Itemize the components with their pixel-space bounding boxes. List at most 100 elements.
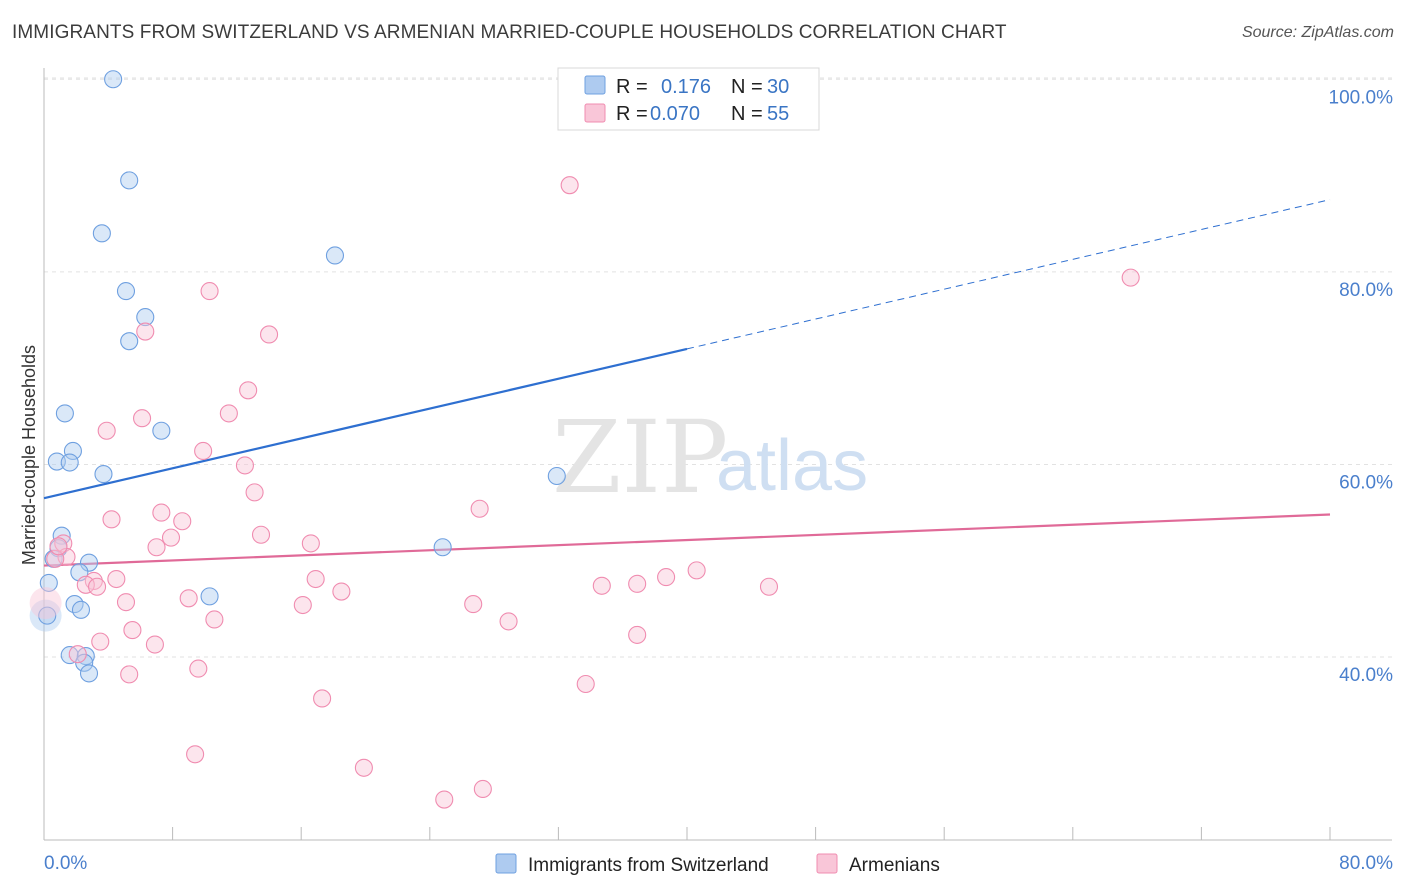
data-point-1 xyxy=(68,645,87,664)
data-point-0 xyxy=(92,224,111,243)
data-point-1 xyxy=(628,625,647,644)
data-point-1 xyxy=(306,569,325,589)
legend-n-label-2: N = xyxy=(731,103,763,125)
data-point-1 xyxy=(107,569,126,589)
data-point-1 xyxy=(147,538,166,557)
data-point-1 xyxy=(76,575,95,594)
data-point-1 xyxy=(592,576,611,595)
data-points xyxy=(29,70,1140,809)
data-point-0 xyxy=(152,421,171,440)
data-point-1 xyxy=(152,503,171,522)
data-point-0 xyxy=(47,452,66,471)
data-point-1 xyxy=(102,510,121,529)
data-point-1 xyxy=(235,456,254,475)
y-tick-label: 80.0% xyxy=(1339,280,1393,301)
data-point-1 xyxy=(313,689,332,708)
chart-source: Source: ZipAtlas.com xyxy=(1241,24,1394,41)
y-tick-label: 60.0% xyxy=(1339,472,1393,493)
data-point-0 xyxy=(104,70,123,89)
data-point-0 xyxy=(55,404,74,423)
data-point-1 xyxy=(259,325,279,344)
legend-r-value-1: 0.176 xyxy=(661,76,711,98)
data-point-1 xyxy=(251,525,271,544)
data-point-1 xyxy=(219,404,238,423)
legend-n-value-2: 55 xyxy=(767,103,789,125)
data-point-1 xyxy=(173,512,192,531)
data-point-1 xyxy=(116,593,136,612)
legend-r-label-1: R = xyxy=(616,76,648,98)
data-point-0 xyxy=(38,606,57,625)
data-point-1 xyxy=(628,574,647,593)
legend-swatch-switzerland xyxy=(584,75,606,95)
data-point-0 xyxy=(71,600,91,619)
data-point-1 xyxy=(54,534,73,553)
chart-title: IMMIGRANTS FROM SWITZERLAND VS ARMENIAN … xyxy=(12,22,1007,43)
trend-lines xyxy=(43,199,1331,567)
data-point-1 xyxy=(179,589,198,608)
data-point-1 xyxy=(1121,268,1140,287)
axes xyxy=(43,68,1392,841)
trend-line-1 xyxy=(43,513,1331,567)
data-point-1 xyxy=(161,528,181,547)
data-point-1 xyxy=(470,499,489,518)
legend-series-label-armenians[interactable]: Armenians xyxy=(849,855,940,876)
data-point-1 xyxy=(145,635,164,654)
legend-n-value-1: 30 xyxy=(767,76,789,98)
data-point-1 xyxy=(499,612,518,631)
data-point-0 xyxy=(79,664,99,683)
data-point-0 xyxy=(547,466,566,486)
legend-series-label-switzerland[interactable]: Immigrants from Switzerland xyxy=(528,855,769,876)
data-point-0 xyxy=(39,573,58,592)
trend-line-0 xyxy=(43,347,688,500)
data-point-0 xyxy=(136,308,155,327)
data-point-1 xyxy=(205,610,224,629)
data-point-1 xyxy=(239,381,258,400)
data-point-1 xyxy=(759,577,779,596)
data-point-0 xyxy=(94,465,113,484)
data-point-1 xyxy=(576,674,595,694)
data-point-0 xyxy=(200,587,219,606)
legend-stats: R = 0.176 N = 30 R = 0.070 N = 55 xyxy=(557,67,820,131)
data-point-0 xyxy=(120,332,139,351)
gridlines xyxy=(44,77,1392,658)
data-point-1 xyxy=(123,621,142,640)
data-point-0 xyxy=(433,538,452,557)
data-point-1 xyxy=(136,322,155,341)
data-point-1 xyxy=(687,561,706,580)
data-point-1 xyxy=(186,745,205,764)
legend-series-swatch-switzerland[interactable] xyxy=(495,853,517,874)
data-point-0 xyxy=(79,553,99,572)
data-point-1 xyxy=(354,758,373,777)
data-point-1 xyxy=(657,568,676,587)
data-point-0 xyxy=(60,453,79,472)
y-tick-label: 100.0% xyxy=(1329,87,1394,108)
data-point-0 xyxy=(325,246,345,265)
data-point-1 xyxy=(91,632,110,651)
big-data-point-0 xyxy=(29,599,62,632)
data-point-1 xyxy=(97,421,116,440)
data-point-0 xyxy=(116,282,136,301)
data-point-1 xyxy=(245,483,264,502)
legend-series: Immigrants from Switzerland Armenians xyxy=(495,853,940,876)
x-tick-label: 80.0% xyxy=(1339,853,1393,874)
legend-n-label-1: N = xyxy=(731,76,763,98)
watermark: ZIP atlas xyxy=(552,399,868,516)
tick-labels: 40.0% 60.0% 80.0% 100.0% 0.0% 80.0% xyxy=(44,87,1393,874)
big-data-point-1 xyxy=(29,587,62,620)
legend-swatch-armenians xyxy=(584,103,606,123)
data-point-1 xyxy=(435,790,454,809)
y-tick-label: 40.0% xyxy=(1339,665,1393,686)
data-point-1 xyxy=(194,441,213,461)
legend-series-swatch-armenians[interactable] xyxy=(816,853,838,874)
legend-r-value-2: 0.070 xyxy=(650,103,700,125)
data-point-1 xyxy=(332,582,351,601)
data-point-1 xyxy=(560,176,579,195)
data-point-1 xyxy=(301,534,320,553)
data-point-1 xyxy=(189,659,208,678)
data-point-1 xyxy=(473,779,492,799)
legend-r-label-2: R = xyxy=(616,103,648,125)
data-point-1 xyxy=(200,282,219,301)
y-axis-label: Married-couple Households xyxy=(19,345,39,565)
data-point-1 xyxy=(293,595,312,615)
